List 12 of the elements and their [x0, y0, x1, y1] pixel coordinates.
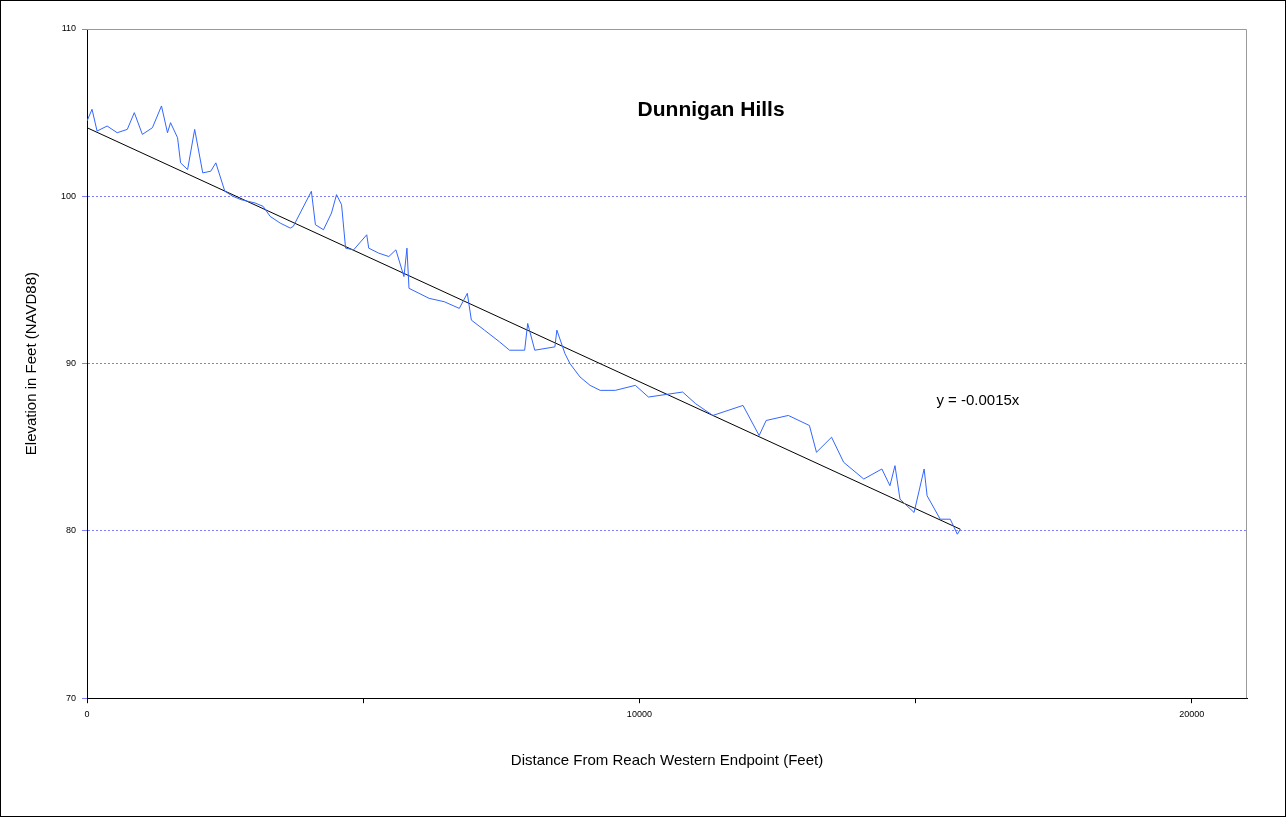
y-tick-label: 70 — [66, 692, 77, 703]
x-axis-title: Distance From Reach Western Endpoint (Feet) — [510, 751, 824, 769]
y-tick-label: 90 — [66, 358, 77, 369]
y-tick-label: 80 — [66, 525, 77, 536]
annotation: y = -0.0015x — [936, 390, 1020, 408]
text: Dunnigan Hills — [637, 97, 785, 121]
y-tick-label: 110 — [61, 23, 77, 34]
y-tick-label: 100 — [60, 190, 77, 201]
x-tick-label: 20000 — [1179, 709, 1205, 720]
x-tick-label: 0 — [84, 709, 90, 720]
y-axis-title: Elevation in Feet (NAVD88) — [22, 272, 40, 456]
x-tick-label: 10000 — [626, 709, 652, 720]
